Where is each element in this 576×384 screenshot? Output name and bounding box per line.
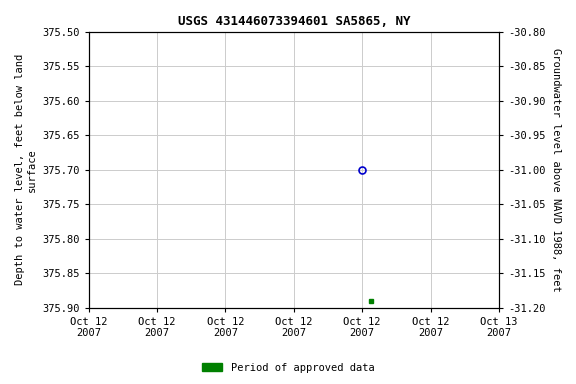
- Legend: Period of approved data: Period of approved data: [198, 359, 378, 377]
- Y-axis label: Groundwater level above NAVD 1988, feet: Groundwater level above NAVD 1988, feet: [551, 48, 561, 292]
- Y-axis label: Depth to water level, feet below land
surface: Depth to water level, feet below land su…: [15, 54, 37, 285]
- Title: USGS 431446073394601 SA5865, NY: USGS 431446073394601 SA5865, NY: [177, 15, 410, 28]
